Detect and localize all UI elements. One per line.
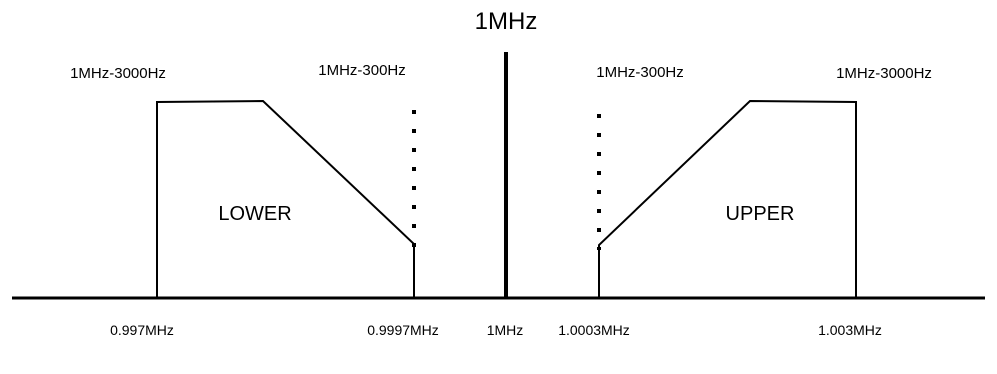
axis-label-1mhz: 1MHz: [486, 322, 524, 338]
upper-sideband-shape: [598, 99, 857, 298]
axis-label-0-9997mhz: 0.9997MHz: [367, 322, 439, 338]
axis-label-1-0003mhz: 1.0003MHz: [558, 322, 630, 338]
lower-outer-edge-label: 1MHz-3000Hz: [70, 65, 166, 82]
lower-band-label: LOWER: [218, 203, 292, 225]
upper-band-label: UPPER: [725, 203, 795, 225]
carrier-label: 1MHz: [474, 8, 538, 35]
axis-label-0-997mhz: 0.997MHz: [110, 322, 174, 338]
upper-outer-edge-label: 1MHz-3000Hz: [836, 65, 932, 82]
upper-inner-edge-label: 1MHz-300Hz: [596, 64, 684, 81]
lower-inner-edge-label: 1MHz-300Hz: [318, 62, 406, 79]
axis-label-1-003mhz: 1.003MHz: [818, 322, 882, 338]
lower-sideband-shape: [156, 99, 415, 298]
